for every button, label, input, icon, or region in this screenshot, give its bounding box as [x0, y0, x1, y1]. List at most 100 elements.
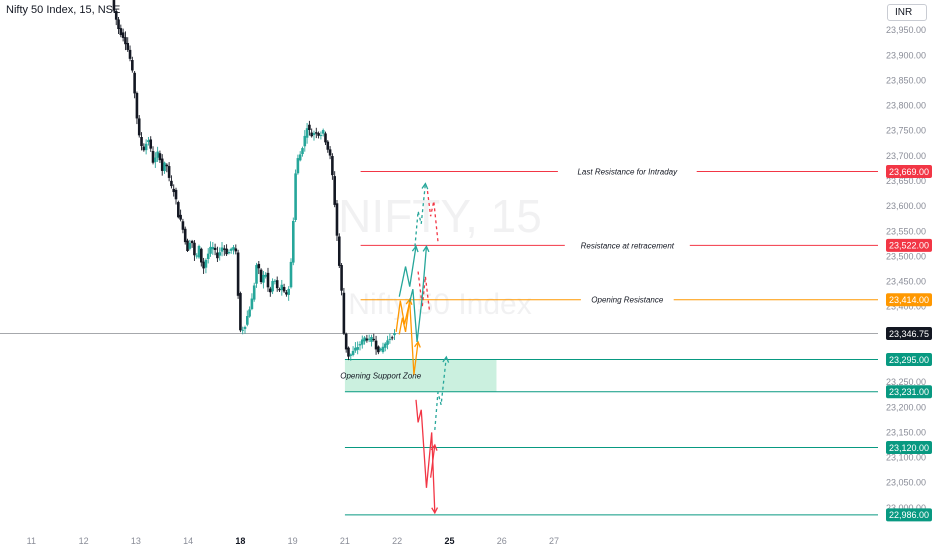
candle-body [377, 346, 380, 353]
scenario-arrowhead [422, 245, 430, 253]
candle-body [257, 263, 261, 269]
candle-body [342, 292, 346, 334]
candle-body [308, 124, 311, 130]
currency-button[interactable]: INR [887, 4, 927, 21]
level-price-badge: 23,120.00 [889, 443, 929, 453]
level-label: Resistance at retracement [581, 241, 675, 250]
level-label: Opening Resistance [591, 296, 664, 305]
level-price-badge: 23,295.00 [889, 355, 929, 365]
y-tick-label: 23,850.00 [886, 75, 926, 85]
level-price-badge-bg [886, 293, 932, 307]
candle-body [151, 151, 155, 163]
candle-body [259, 269, 263, 283]
level-price-badge-bg [886, 164, 932, 178]
candle-body [273, 280, 277, 282]
x-tick-label: 18 [235, 536, 245, 546]
y-tick-label: 23,400.00 [886, 302, 926, 312]
candle-body [248, 309, 251, 317]
candle-body [211, 246, 215, 250]
candle-body [137, 118, 141, 136]
candle-body [301, 148, 304, 155]
plot-area: Opening Support Zone Last Resistance for … [0, 0, 878, 516]
candle-body [321, 130, 325, 134]
candle-body [393, 333, 396, 336]
candle-body [209, 246, 212, 254]
candle-body [262, 274, 265, 283]
scenario-path [429, 444, 436, 478]
current-price-badge: 23,346.75 [889, 329, 929, 339]
candle-body [347, 347, 350, 357]
scenario-arrowhead [442, 355, 450, 363]
candle-body [183, 228, 187, 243]
candle-body [317, 133, 320, 136]
candle-body [363, 337, 366, 342]
level-price-badge: 23,522.00 [889, 241, 929, 251]
level-price-badge-bg [886, 508, 932, 522]
candle-body [174, 189, 178, 200]
candle-body [243, 326, 247, 329]
candle-body [188, 242, 192, 249]
x-tick-label: 21 [340, 536, 350, 546]
candle-body [335, 203, 339, 236]
candle-body [340, 265, 343, 291]
y-tick-label: 23,050.00 [886, 478, 926, 488]
candle-body [193, 242, 196, 256]
x-tick-label: 13 [131, 536, 141, 546]
candle-body [358, 344, 362, 346]
scenario-arrowhead [430, 443, 438, 451]
candle-body [344, 333, 348, 350]
candle-body [135, 92, 139, 119]
candle-body [126, 43, 130, 50]
candle-body [202, 261, 205, 269]
candle-body [383, 343, 387, 348]
candle-body [119, 28, 123, 36]
candle-body [271, 281, 274, 292]
candle-body [333, 176, 336, 205]
symbol-title: Nifty 50 Index, 15, NSE [6, 4, 121, 16]
watermark-name: Nifty 50 Index [348, 288, 531, 321]
candle-body [186, 240, 189, 251]
candle-body [158, 153, 162, 161]
candle-body [386, 340, 389, 345]
scenario-path [409, 246, 428, 343]
scenario-path [414, 183, 427, 247]
watermark-symbol: NIFTY, 15 [338, 190, 542, 242]
candle-body [121, 32, 125, 38]
scenario-path [417, 271, 431, 312]
current-price-badge-bg [886, 327, 932, 341]
candle-body [296, 158, 300, 174]
candle-body [326, 141, 330, 150]
candle-body [370, 337, 373, 342]
candle-body [144, 143, 148, 151]
candle-body [282, 287, 286, 292]
candle-body [250, 298, 254, 310]
candle-body [234, 248, 238, 252]
candle-body [367, 338, 371, 340]
candle-body [225, 248, 228, 255]
scenario-arrowhead [431, 507, 439, 515]
x-tick-label: 27 [549, 536, 559, 546]
candle-body [147, 140, 150, 143]
y-tick-label: 23,450.00 [886, 277, 926, 287]
candle-body [167, 166, 171, 178]
level-price-badge: 23,231.00 [889, 387, 929, 397]
candle-body [291, 220, 295, 263]
scenario-path [426, 191, 439, 242]
scenario-arrowhead [414, 340, 421, 348]
candle-body [275, 280, 279, 289]
candle-body [246, 316, 249, 325]
candle-body [252, 285, 256, 300]
candle-body [312, 133, 316, 135]
candle-body [314, 132, 318, 134]
y-tick-label: 23,800.00 [886, 101, 926, 111]
level-price-badge: 22,986.00 [889, 510, 929, 520]
candle-body [255, 265, 258, 284]
candle-body [379, 348, 382, 351]
candle-body [264, 274, 267, 277]
candle-body [213, 247, 217, 250]
level-price-badge: 23,414.00 [889, 295, 929, 305]
candle-body [331, 156, 334, 176]
candle-body [154, 157, 157, 163]
